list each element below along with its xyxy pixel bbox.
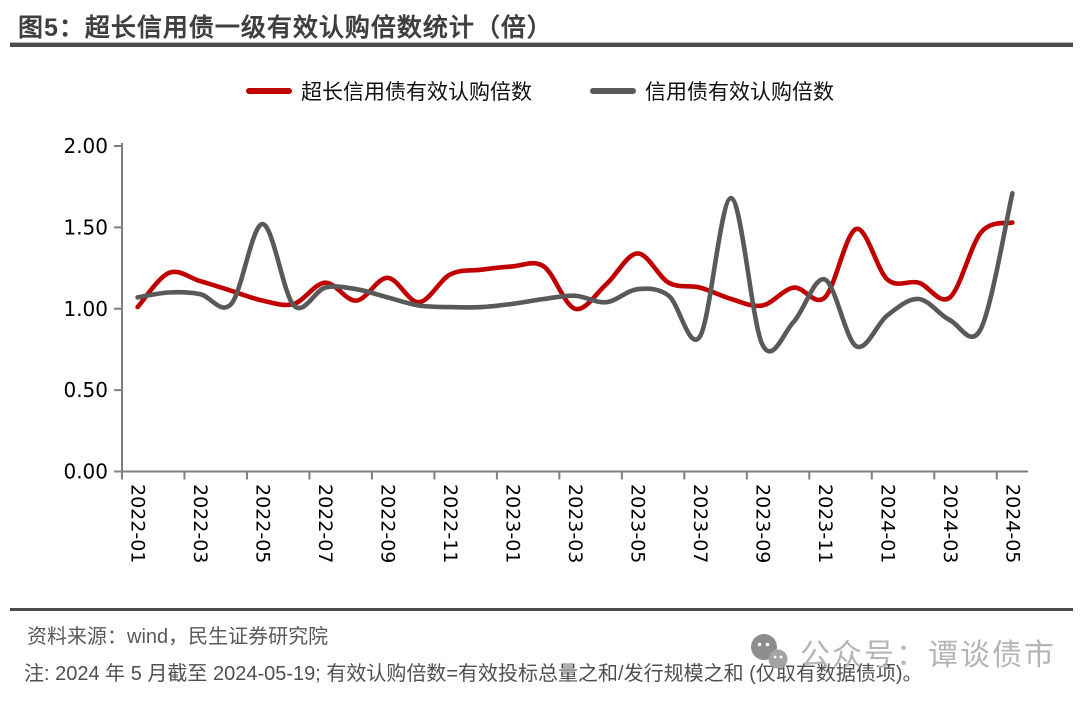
x-tick-label: 2022-11 <box>439 484 461 563</box>
y-tick-label: 0.50 <box>63 378 108 402</box>
series-line-1 <box>135 190 1015 354</box>
x-tick-label: 2023-01 <box>502 484 524 563</box>
y-tick-label: 1.50 <box>63 215 108 239</box>
x-tick-label: 2024-05 <box>1001 484 1023 563</box>
title-underline <box>10 42 1073 47</box>
x-tick-label: 2023-11 <box>814 484 836 563</box>
legend-item-credit: 信用债有效认购倍数 <box>590 76 834 106</box>
legend-line-gray <box>590 88 636 94</box>
chart-legend: 超长信用债有效认购倍数 信用债有效认购倍数 <box>0 76 1080 106</box>
x-tick-label: 2022-05 <box>252 484 274 563</box>
x-tick-label: 2024-01 <box>876 484 898 563</box>
x-tick-label: 2023-05 <box>626 484 648 563</box>
series-line-0 <box>135 220 1015 312</box>
x-tick-label: 2022-07 <box>314 484 336 563</box>
x-tick-label: 2023-03 <box>564 484 586 563</box>
x-tick-label: 2023-09 <box>751 484 773 563</box>
x-tick-label: 2022-09 <box>377 484 399 563</box>
x-tick-label: 2023-07 <box>689 484 711 563</box>
x-tick-label: 2024-03 <box>939 484 961 563</box>
note-text: 注: 2024 年 5 月截至 2024-05-19; 有效认购倍数=有效投标总… <box>24 663 923 685</box>
legend-item-ultralong: 超长信用债有效认购倍数 <box>246 76 532 106</box>
legend-line-red <box>246 88 292 94</box>
legend-label: 信用债有效认购倍数 <box>645 81 834 104</box>
x-tick-label: 2022-03 <box>189 484 211 563</box>
legend-label: 超长信用债有效认购倍数 <box>301 81 532 104</box>
y-tick-label: 2.00 <box>63 134 108 158</box>
footer-divider <box>10 608 1073 611</box>
y-tick-label: 0.00 <box>63 460 108 484</box>
x-tick-label: 2022-01 <box>127 484 149 563</box>
y-tick-label: 1.00 <box>63 297 108 321</box>
source-text: 资料来源：wind，民生证券研究院 <box>27 626 329 648</box>
page-title: 图5：超长信用债一级有效认购倍数统计（倍） <box>18 14 553 42</box>
